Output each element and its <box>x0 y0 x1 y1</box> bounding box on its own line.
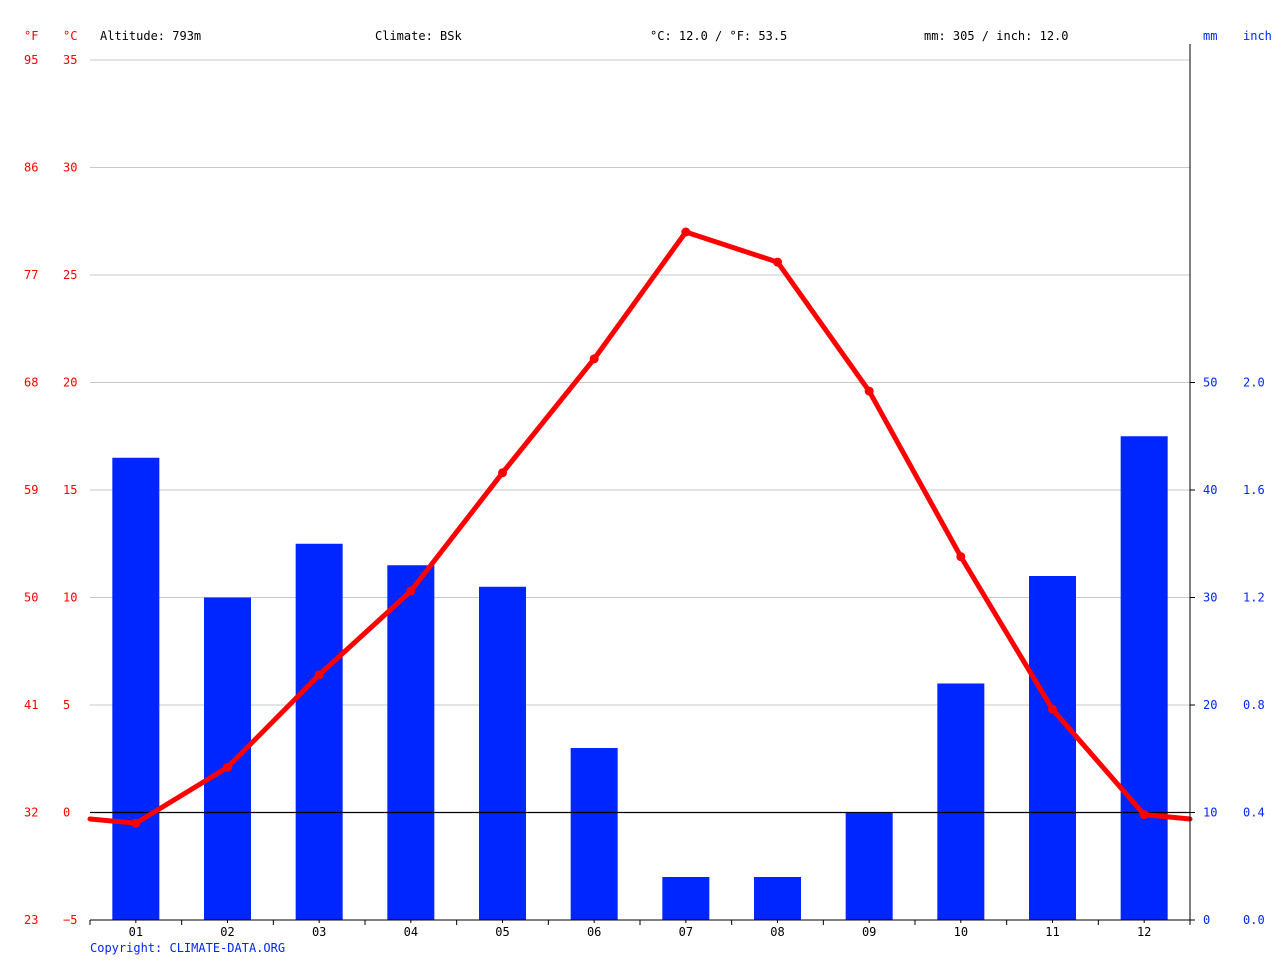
celsius-tick-label: 5 <box>63 698 70 712</box>
fahrenheit-tick-label: 95 <box>24 53 38 67</box>
precipitation-bar <box>387 565 435 920</box>
celsius-tick-label: 20 <box>63 376 77 390</box>
mm-tick-label: 30 <box>1203 591 1217 605</box>
climate-label: Climate: BSk <box>375 29 462 43</box>
temperature-point <box>131 818 141 828</box>
celsius-tick-label: 25 <box>63 268 77 282</box>
inch-unit-label: inch <box>1243 29 1272 43</box>
copyright-text: Copyright: CLIMATE-DATA.ORG <box>90 941 285 955</box>
average-temperature-label: °C: 12.0 / °F: 53.5 <box>650 29 787 43</box>
month-label: 08 <box>770 925 784 939</box>
month-label: 05 <box>495 925 509 939</box>
precipitation-bar <box>1120 436 1168 920</box>
inch-tick-label: 0.0 <box>1243 913 1265 927</box>
month-label: 01 <box>129 925 143 939</box>
precipitation-bars <box>112 436 1168 920</box>
mm-tick-label: 50 <box>1203 376 1217 390</box>
precipitation-bar <box>754 877 801 920</box>
temperature-point <box>956 552 966 562</box>
celsius-tick-label: −5 <box>63 913 77 927</box>
temperature-point <box>864 386 874 396</box>
left-axis-ticks: 95 35 86 30 77 25 68 20 59 15 50 10 41 5 32 0 23 −5 <box>24 53 77 927</box>
inch-tick-label: 2.0 <box>1243 376 1265 390</box>
precipitation-bar <box>295 543 343 920</box>
month-label: 12 <box>1137 925 1151 939</box>
axes <box>89 44 1191 925</box>
mm-tick-label: 10 <box>1203 806 1217 820</box>
month-label: 02 <box>220 925 234 939</box>
celsius-tick-label: 35 <box>63 53 77 67</box>
temperature-point <box>314 670 324 680</box>
temperature-line-layer <box>87 227 1193 828</box>
x-axis-labels: 01 02 03 04 05 06 07 08 09 10 11 12 <box>129 925 1152 939</box>
fahrenheit-tick-label: 86 <box>24 161 38 175</box>
precipitation-bar <box>204 597 251 920</box>
month-label: 07 <box>679 925 693 939</box>
celsius-tick-label: 15 <box>63 483 77 497</box>
inch-tick-label: 1.6 <box>1243 483 1265 497</box>
fahrenheit-tick-label: 77 <box>24 268 38 282</box>
celsius-tick-label: 30 <box>63 161 77 175</box>
month-label: 04 <box>404 925 418 939</box>
fahrenheit-unit-label: °F <box>24 29 38 43</box>
celsius-tick-label: 0 <box>63 806 70 820</box>
precipitation-bar <box>937 683 985 920</box>
month-label: 09 <box>862 925 876 939</box>
mm-tick-label: 0 <box>1203 913 1210 927</box>
fahrenheit-tick-label: 32 <box>24 806 38 820</box>
altitude-label: Altitude: 793m <box>100 29 201 43</box>
fahrenheit-tick-label: 59 <box>24 483 38 497</box>
month-label: 06 <box>587 925 601 939</box>
precipitation-bar <box>662 877 710 920</box>
fahrenheit-tick-label: 23 <box>24 913 38 927</box>
mm-tick-label: 20 <box>1203 698 1217 712</box>
temperature-point <box>406 586 416 596</box>
precipitation-bar <box>479 586 526 920</box>
precipitation-bar <box>570 748 618 920</box>
celsius-tick-label: 10 <box>63 591 77 605</box>
mm-unit-label: mm <box>1203 29 1217 43</box>
temperature-point <box>223 762 232 772</box>
month-label: 03 <box>312 925 326 939</box>
inch-tick-label: 0.8 <box>1243 698 1265 712</box>
month-label: 10 <box>954 925 968 939</box>
precipitation-total-label: mm: 305 / inch: 12.0 <box>924 29 1069 43</box>
fahrenheit-tick-label: 68 <box>24 376 38 390</box>
month-label: 11 <box>1045 925 1059 939</box>
temperature-point <box>1048 704 1057 714</box>
temperature-point <box>681 227 691 237</box>
temperature-point <box>589 354 599 364</box>
fahrenheit-tick-label: 41 <box>24 698 38 712</box>
right-axis-ticks: 50 2.0 40 1.6 30 1.2 20 0.8 10 0.4 0 0.0 <box>1190 376 1265 927</box>
fahrenheit-tick-label: 50 <box>24 591 38 605</box>
grid-lines <box>90 59 1190 706</box>
temperature-line <box>87 229 1193 826</box>
precipitation-bar <box>1029 576 1076 920</box>
temperature-point <box>1139 810 1149 820</box>
temperature-point <box>498 468 507 478</box>
inch-tick-label: 0.4 <box>1243 806 1265 820</box>
precipitation-bar <box>845 812 893 920</box>
inch-tick-label: 1.2 <box>1243 591 1265 605</box>
celsius-unit-label: °C <box>63 29 77 43</box>
temperature-point <box>773 257 782 267</box>
precipitation-bar <box>112 457 160 920</box>
mm-tick-label: 40 <box>1203 483 1217 497</box>
